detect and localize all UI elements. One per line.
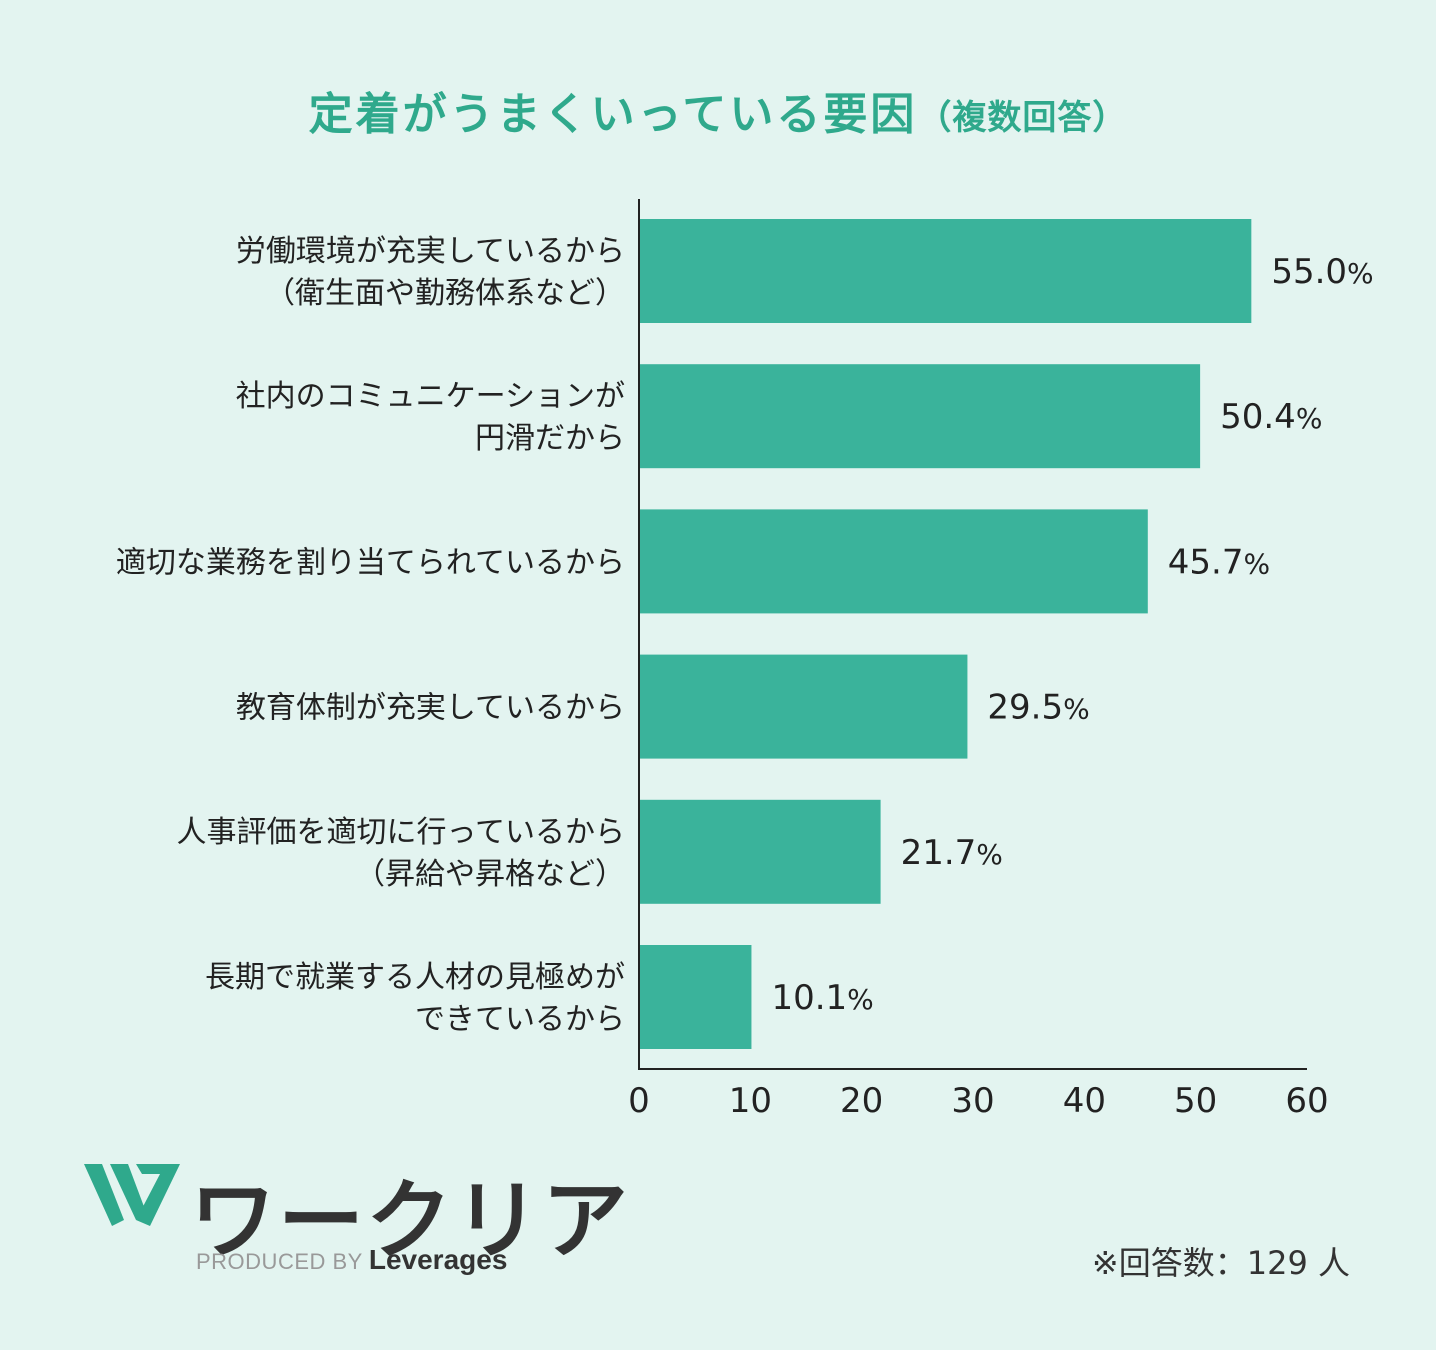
x-tick-label-2: 20 xyxy=(840,1081,883,1121)
produced-by: PRODUCED BY Leverages xyxy=(196,1244,507,1276)
category-label-5-1: できているから xyxy=(415,1002,625,1037)
x-tick-label-1: 10 xyxy=(729,1081,772,1121)
category-label-3-0: 教育体制が充実しているから xyxy=(236,691,625,726)
bar-5 xyxy=(639,945,752,1049)
category-label-2-0: 適切な業務を割り当てられているから xyxy=(116,545,625,580)
bar-0 xyxy=(639,219,1252,323)
data-label-5: 10.1% xyxy=(771,978,873,1018)
x-tick-label-3: 30 xyxy=(951,1081,994,1121)
x-tick-label-4: 40 xyxy=(1063,1081,1106,1121)
category-label-1-1: 円滑だから xyxy=(475,421,625,456)
bar-4 xyxy=(639,799,881,904)
chart-title-main: 定着がうまくいっている要因 xyxy=(308,89,918,140)
brand-logo-icon xyxy=(84,1164,180,1226)
bar-3 xyxy=(639,654,968,759)
bar-1 xyxy=(639,364,1201,469)
data-label-2: 45.7% xyxy=(1168,542,1270,582)
produced-by-label: PRODUCED BY xyxy=(196,1249,363,1274)
category-label-4-1: （昇給や昇格など） xyxy=(355,857,625,892)
data-label-1: 50.4% xyxy=(1220,397,1322,437)
bar-2 xyxy=(639,509,1148,614)
chart-title: 定着がうまくいっている要因（複数回答） xyxy=(0,78,1436,142)
category-label-4-0: 人事評価を適切に行っているから xyxy=(177,815,626,850)
x-tick-label-6: 60 xyxy=(1285,1081,1328,1121)
data-label-0: 55.0% xyxy=(1271,252,1373,292)
data-label-3: 29.5% xyxy=(987,688,1089,728)
x-tick-label-0: 0 xyxy=(628,1081,650,1121)
x-tick-label-5: 50 xyxy=(1174,1081,1217,1121)
bar-chart: 55.0% 労働環境が充実しているから （衛生面や勤務体系など） 50.4% 社内のコミ… xyxy=(116,199,1374,1121)
category-label-1-0: 社内のコミュニケーションが xyxy=(236,379,625,414)
category-label-0-1: （衛生面や勤務体系など） xyxy=(265,276,625,311)
category-label-5-0: 長期で就業する人材の見極めが xyxy=(205,960,625,995)
respondent-count-note: ※回答数：129 人 xyxy=(1091,1244,1350,1282)
category-label-0-0: 労働環境が充実しているから xyxy=(236,234,625,269)
company-name: Leverages xyxy=(368,1244,508,1275)
brand-name: ワークリア xyxy=(190,1171,630,1271)
chart-title-sub: （複数回答） xyxy=(917,98,1128,138)
data-label-4: 21.7% xyxy=(901,833,1003,873)
